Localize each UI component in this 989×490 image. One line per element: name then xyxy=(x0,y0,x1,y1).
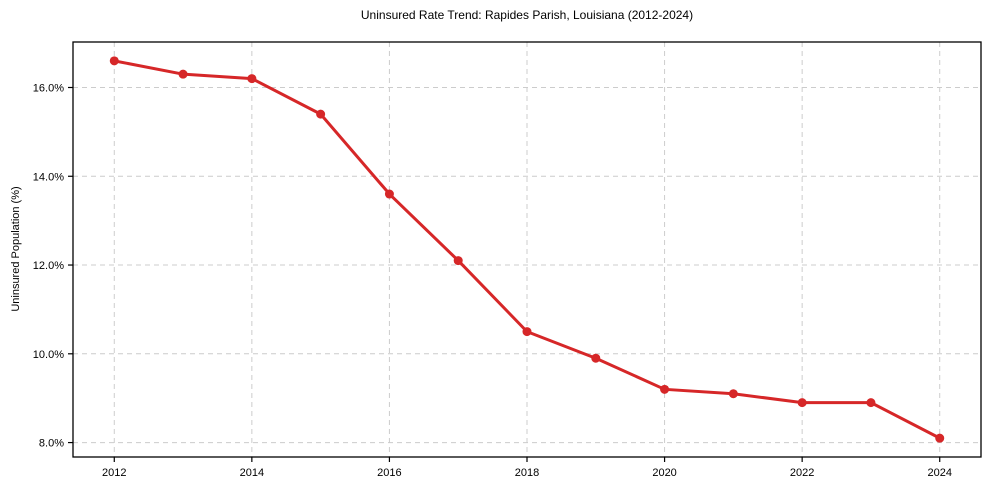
x-tick-label: 2016 xyxy=(377,467,401,479)
data-point-marker xyxy=(178,69,188,79)
chart-title: Uninsured Rate Trend: Rapides Parish, Lo… xyxy=(360,8,694,22)
y-tick-label: 8.0% xyxy=(39,438,64,450)
y-tick-label: 16.0% xyxy=(33,82,64,94)
data-point-marker xyxy=(660,384,670,394)
data-point-marker xyxy=(866,398,876,408)
y-tick-label: 14.0% xyxy=(33,171,64,183)
data-point-marker xyxy=(728,389,738,399)
data-point-marker xyxy=(384,189,394,199)
data-point-marker xyxy=(797,398,807,408)
data-point-marker xyxy=(453,256,463,266)
x-tick-label: 2024 xyxy=(927,467,951,479)
x-tick-label: 2022 xyxy=(790,467,814,479)
data-point-marker xyxy=(247,74,257,84)
y-axis-label: Uninsured Population (%) xyxy=(10,186,22,312)
y-tick-label: 10.0% xyxy=(33,349,64,361)
x-tick-label: 2018 xyxy=(515,467,539,479)
data-point-marker xyxy=(591,353,601,363)
x-tick-label: 2012 xyxy=(102,467,126,479)
data-point-marker xyxy=(316,109,326,119)
data-point-marker xyxy=(109,56,119,66)
x-tick-label: 2014 xyxy=(240,467,264,479)
data-point-marker xyxy=(522,327,532,337)
x-tick-label: 2020 xyxy=(652,467,676,479)
y-tick-label: 12.0% xyxy=(33,260,64,272)
data-point-marker xyxy=(935,433,945,443)
